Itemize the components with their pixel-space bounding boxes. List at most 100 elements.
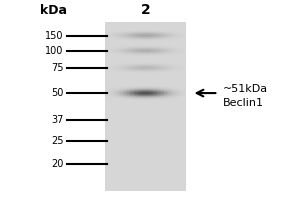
Bar (179, 70, 182, 71)
Bar (107, 36, 110, 37)
Bar (153, 46, 155, 47)
Bar (161, 51, 163, 52)
Bar (110, 55, 112, 56)
Bar (176, 46, 177, 47)
Bar (110, 68, 112, 69)
Bar (177, 49, 179, 50)
Bar (142, 55, 145, 56)
Bar (167, 67, 169, 68)
Bar (153, 31, 155, 32)
Bar (157, 38, 159, 39)
Bar (136, 39, 138, 40)
Bar (116, 35, 118, 36)
Bar (142, 39, 145, 40)
Bar (171, 38, 173, 39)
Bar (112, 35, 114, 36)
Bar (126, 70, 128, 71)
Bar (116, 66, 118, 67)
Bar (140, 53, 142, 54)
Bar (155, 49, 157, 50)
Bar (167, 36, 169, 37)
Bar (122, 66, 124, 67)
Bar (153, 66, 155, 67)
Bar (116, 63, 118, 64)
Bar (145, 37, 147, 38)
Bar (157, 45, 159, 46)
Bar (173, 66, 175, 67)
Bar (171, 45, 173, 46)
Bar (118, 40, 120, 41)
Bar (142, 52, 145, 53)
Bar (151, 40, 153, 41)
Bar (182, 46, 184, 47)
Bar (167, 66, 169, 67)
Bar (147, 49, 148, 50)
Bar (126, 31, 128, 32)
Bar (153, 39, 155, 40)
Bar (159, 65, 161, 66)
Bar (124, 64, 126, 65)
Bar (179, 48, 182, 49)
Bar (130, 39, 132, 40)
Bar (112, 32, 114, 33)
Bar (165, 38, 167, 39)
Bar (153, 40, 155, 41)
Bar (177, 53, 179, 54)
Bar (132, 40, 134, 41)
Bar (177, 46, 179, 47)
Bar (124, 67, 126, 68)
Bar (112, 69, 114, 70)
Bar (161, 49, 163, 50)
Bar (112, 72, 114, 73)
Bar (179, 62, 182, 63)
Bar (165, 65, 167, 66)
Bar (126, 34, 128, 35)
Bar (120, 68, 122, 69)
Bar (110, 45, 112, 46)
Bar (122, 32, 124, 33)
Bar (171, 51, 173, 52)
Bar (114, 31, 116, 32)
Bar (114, 69, 116, 70)
Bar (173, 30, 175, 31)
Bar (107, 52, 110, 53)
Bar (161, 38, 163, 39)
Bar (163, 53, 165, 54)
Bar (140, 36, 142, 37)
Bar (140, 33, 142, 34)
Bar (138, 34, 140, 35)
Bar (179, 66, 182, 67)
Bar (142, 46, 145, 47)
Text: 75: 75 (51, 63, 64, 73)
Bar (124, 54, 126, 55)
Bar (159, 40, 161, 41)
Bar (132, 37, 134, 38)
Bar (163, 31, 165, 32)
Bar (124, 30, 126, 31)
Bar (177, 30, 179, 31)
Bar (118, 72, 120, 73)
Bar (159, 51, 161, 52)
Text: 20: 20 (51, 159, 64, 169)
Bar (157, 55, 159, 56)
Bar (159, 38, 161, 39)
Bar (132, 64, 134, 65)
Bar (179, 30, 182, 31)
Bar (128, 35, 130, 36)
Bar (177, 45, 179, 46)
Bar (145, 71, 147, 72)
Bar (134, 33, 136, 34)
Bar (116, 64, 118, 65)
Bar (159, 53, 161, 54)
Bar (136, 71, 138, 72)
Bar (110, 48, 112, 49)
Bar (136, 32, 138, 33)
Bar (132, 39, 134, 40)
Bar (140, 35, 142, 36)
Bar (105, 37, 107, 38)
Bar (145, 45, 147, 46)
Bar (153, 34, 155, 35)
Bar (116, 50, 118, 51)
Bar (159, 30, 161, 31)
Bar (173, 38, 175, 39)
